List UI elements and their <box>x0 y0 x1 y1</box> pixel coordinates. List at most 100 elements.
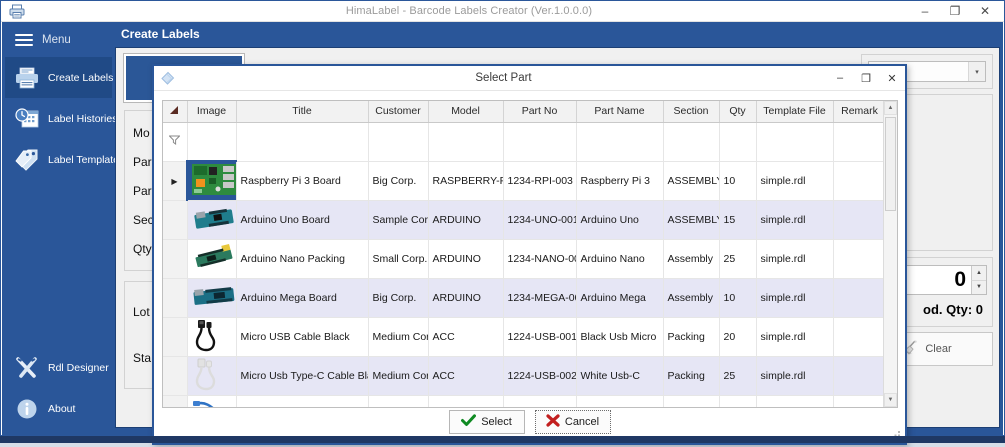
cell-title[interactable]: Micro Usb Type-C Cable Black <box>236 356 368 395</box>
sort-triangle-icon[interactable] <box>163 101 187 122</box>
cell-title[interactable]: Arduino Mega Board <box>236 278 368 317</box>
dialog-close-button[interactable]: ✕ <box>879 66 905 90</box>
filter-cell-partno[interactable] <box>503 122 576 161</box>
cell-model[interactable]: ACC <box>428 356 503 395</box>
cell-remark[interactable] <box>833 356 883 395</box>
cell-model[interactable]: RASPBERRY-PI <box>428 161 503 200</box>
cell-title[interactable]: Raspberry Pi 3 Board <box>236 161 368 200</box>
select-button[interactable]: Select <box>449 410 525 434</box>
cell-title[interactable]: Arduino Uno Board <box>236 200 368 239</box>
filter-cell-model[interactable] <box>428 122 503 161</box>
cell-section[interactable]: Assembly <box>663 239 719 278</box>
cell-qty[interactable]: 25 <box>719 356 756 395</box>
filter-cell-qty[interactable] <box>719 122 756 161</box>
micro-usb-cable-thumb[interactable] <box>187 317 236 356</box>
cell-partno[interactable]: 1234-NANO-001 <box>503 239 576 278</box>
cell-section[interactable]: ASSEMBLY <box>663 161 719 200</box>
cell-template[interactable]: simple.rdl <box>756 317 833 356</box>
column-header-model[interactable]: Model <box>428 101 503 122</box>
column-header-section[interactable]: Section <box>663 101 719 122</box>
cell-remark[interactable] <box>833 200 883 239</box>
cell-template[interactable]: simple.rdl <box>756 161 833 200</box>
cell-customer[interactable]: Small Corp. <box>368 239 428 278</box>
cell-partname[interactable]: Arduino Nano <box>576 239 663 278</box>
cell-section[interactable]: ASSEMBLY <box>663 200 719 239</box>
column-header-remark[interactable]: Remark <box>833 101 883 122</box>
row-selector[interactable] <box>163 200 187 239</box>
cell-qty[interactable]: 20 <box>719 317 756 356</box>
column-header-title[interactable]: Title <box>236 101 368 122</box>
sidebar-item-label-templates[interactable]: Label Templates <box>5 139 112 180</box>
cell-partno[interactable]: 1224-USB-001 <box>503 317 576 356</box>
filter-cell-remark[interactable] <box>833 122 883 161</box>
cell-partname[interactable]: Raspberry Pi 3 <box>576 161 663 200</box>
cell-partno[interactable]: 1234-UNO-001 <box>503 200 576 239</box>
cell-title[interactable]: Arduino Nano Packing <box>236 239 368 278</box>
chevron-down-icon[interactable]: ▾ <box>968 62 985 81</box>
sidebar-item-create-labels[interactable]: Create Labels <box>5 57 112 98</box>
cell-model[interactable]: ACC <box>428 317 503 356</box>
grid-vertical-scrollbar[interactable]: ▲ ▼ <box>883 101 897 407</box>
arduino-uno-thumb[interactable] <box>187 200 236 239</box>
stepper-down-button[interactable]: ▼ <box>971 280 986 295</box>
cell-customer[interactable]: Big Corp. <box>368 278 428 317</box>
row-selector[interactable] <box>163 278 187 317</box>
cell-qty[interactable]: 15 <box>719 200 756 239</box>
cell-qty[interactable]: 10 <box>719 161 756 200</box>
arduino-mega-thumb[interactable] <box>187 278 236 317</box>
cell-section[interactable]: Assembly <box>663 278 719 317</box>
cell-remark[interactable] <box>833 161 883 200</box>
cell-model[interactable]: ARDUINO <box>428 239 503 278</box>
cell-customer[interactable]: Big Corp. <box>368 161 428 200</box>
row-selector[interactable] <box>163 239 187 278</box>
cell-partname[interactable]: Arduino Uno <box>576 200 663 239</box>
filter-cell-title[interactable] <box>236 122 368 161</box>
scroll-up-button[interactable]: ▲ <box>884 101 897 115</box>
cell-remark[interactable] <box>833 278 883 317</box>
arduino-nano-thumb[interactable] <box>187 239 236 278</box>
cell-remark[interactable] <box>833 317 883 356</box>
funnel-icon[interactable] <box>163 122 187 161</box>
column-header-qty[interactable]: Qty <box>719 101 756 122</box>
minimize-button[interactable]: – <box>910 1 940 21</box>
column-header-template[interactable]: Template File <box>756 101 833 122</box>
raspberry-pi-board-thumb[interactable] <box>187 161 236 200</box>
cell-customer[interactable]: Medium Corp. <box>368 317 428 356</box>
cell-qty[interactable]: 25 <box>719 239 756 278</box>
cell-partno[interactable]: 1234-RPI-003 <box>503 161 576 200</box>
cell-template[interactable]: simple.rdl <box>756 200 833 239</box>
filter-cell-section[interactable] <box>663 122 719 161</box>
cell-customer[interactable]: Sample Corp. <box>368 200 428 239</box>
cell-section[interactable]: Packing <box>663 356 719 395</box>
cell-partname[interactable]: Arduino Mega <box>576 278 663 317</box>
cell-qty[interactable]: 10 <box>719 278 756 317</box>
filter-cell-customer[interactable] <box>368 122 428 161</box>
close-button[interactable]: ✕ <box>970 1 1000 21</box>
sidebar-item-label-histories[interactable]: Label Histories <box>5 98 112 139</box>
stepper-up-button[interactable]: ▲ <box>971 266 986 280</box>
filter-cell-partname[interactable] <box>576 122 663 161</box>
cell-partno[interactable]: 1224-USB-002 <box>503 356 576 395</box>
cell-model[interactable]: ARDUINO <box>428 278 503 317</box>
sidebar-item-rdl-designer[interactable]: Rdl Designer <box>5 347 112 388</box>
cell-remark[interactable] <box>833 239 883 278</box>
row-selector[interactable] <box>163 356 187 395</box>
cell-template[interactable]: simple.rdl <box>756 278 833 317</box>
cell-partname[interactable]: Black Usb Micro <box>576 317 663 356</box>
scrollbar-track[interactable] <box>884 115 897 393</box>
column-header-partname[interactable]: Part Name <box>576 101 663 122</box>
usb-typec-cable-thumb[interactable] <box>187 356 236 395</box>
row-selector[interactable] <box>163 317 187 356</box>
cell-template[interactable]: simple.rdl <box>756 239 833 278</box>
cell-customer[interactable]: Medium Corp. <box>368 356 428 395</box>
filter-row[interactable] <box>163 122 883 161</box>
cell-template[interactable]: simple.rdl <box>756 356 833 395</box>
menu-toggle[interactable]: Menu <box>5 23 112 57</box>
maximize-button[interactable]: ❐ <box>940 1 970 21</box>
scrollbar-thumb[interactable] <box>885 117 896 211</box>
cell-model[interactable]: ARDUINO <box>428 200 503 239</box>
dialog-minimize-button[interactable]: – <box>827 66 853 90</box>
